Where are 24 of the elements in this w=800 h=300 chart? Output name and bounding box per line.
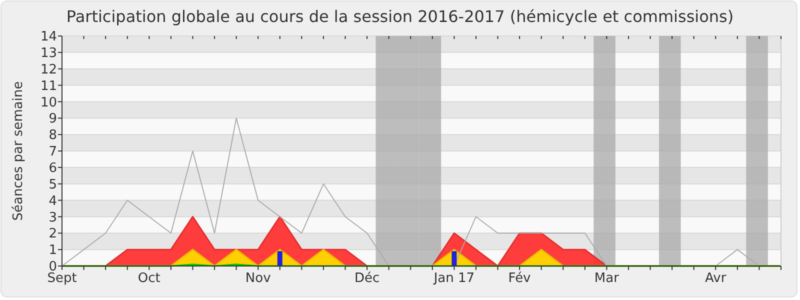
y-tick-label: 12	[40, 62, 57, 78]
x-tick-label: Fév	[508, 271, 532, 286]
y-tick-label: 13	[40, 46, 57, 61]
y-tick-label: 3	[48, 210, 57, 226]
y-tick-label: 5	[48, 177, 57, 192]
x-tick-label: Oct	[138, 271, 160, 286]
y-tick-label: 6	[48, 160, 57, 176]
x-tick-label: Mar	[594, 271, 620, 286]
y-axis-title: Séances par semaine	[11, 81, 26, 221]
y-tick-label: 14	[40, 30, 57, 45]
x-tick-label: Sept	[47, 271, 77, 286]
x-tick-label: Jan 17	[432, 271, 475, 286]
y-tick-label: 7	[48, 144, 57, 160]
x-tick-label: Avr	[705, 271, 727, 286]
y-tick-label: 10	[40, 95, 57, 110]
y-tick-label: 11	[40, 78, 57, 94]
y-tick-label: 1	[48, 243, 57, 258]
chart-title: Participation globale au cours de la session 2016-2017 (hémicycle et commissions)	[66, 7, 734, 26]
y-tick-label: 4	[48, 194, 57, 209]
y-tick-label: 2	[48, 226, 57, 242]
y-tick-label: 8	[48, 128, 57, 144]
x-tick-label: Déc	[354, 271, 380, 286]
x-tick-label: Nov	[245, 271, 272, 286]
y-tick-label: 9	[48, 112, 57, 127]
